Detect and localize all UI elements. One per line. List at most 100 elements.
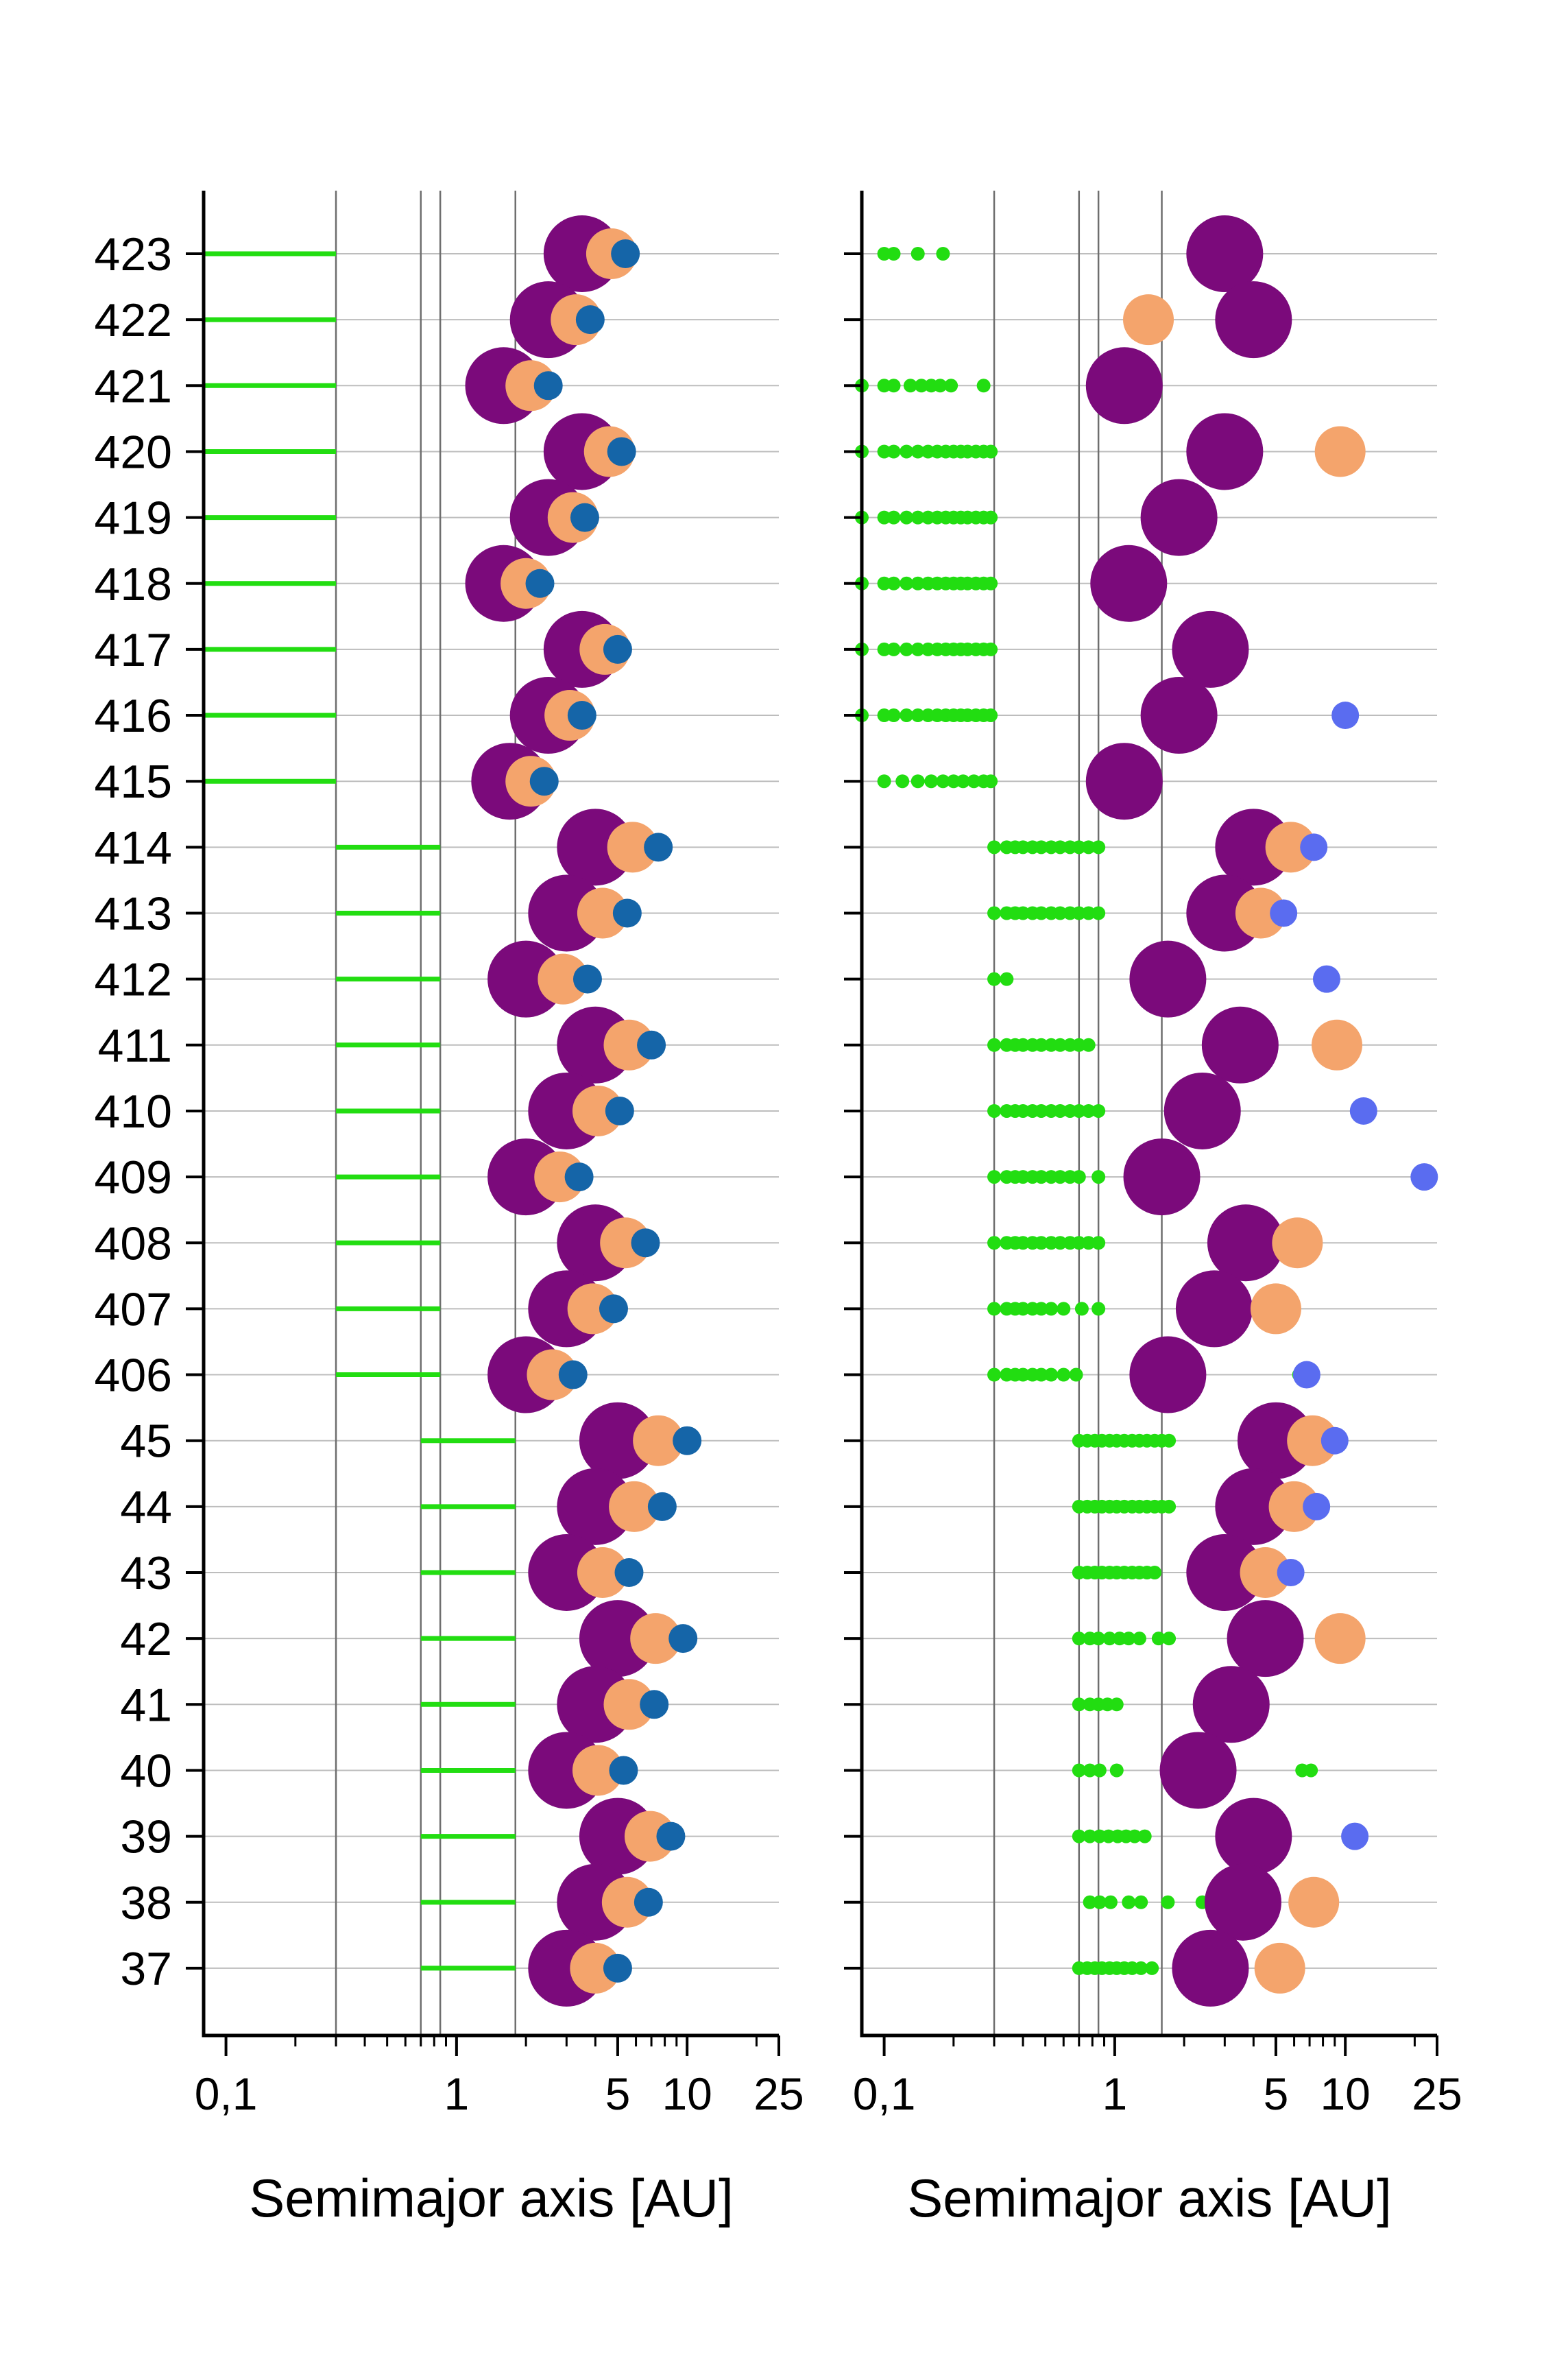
planet-blue_light-marker-row-409 (1410, 1163, 1438, 1191)
data-layer (204, 215, 1438, 2007)
planet-orange-marker-row-420 (1314, 426, 1366, 477)
x-tick-label-5-panel-2: 5 (1264, 2068, 1289, 2119)
small-planet-dot-row-407 (1034, 1302, 1048, 1316)
planet-orange-marker-row-413 (577, 887, 628, 939)
y-tick-label-45: 45 (120, 1416, 172, 1468)
small-planet-dot-row-416 (900, 708, 914, 723)
planet-purple-marker-row-410 (1163, 1072, 1241, 1149)
planet-blue-marker-row-408 (631, 1228, 660, 1258)
small-planet-dot-row-423 (886, 247, 901, 261)
y-tick-label-416: 416 (95, 690, 172, 742)
small-planet-dot-row-42 (1122, 1632, 1136, 1646)
planet-blue-marker-row-416 (567, 701, 596, 730)
planet-orange-marker-row-407 (567, 1283, 618, 1335)
small-planet-dot-row-413 (1072, 906, 1086, 920)
small-planet-dot-row-417 (910, 642, 925, 656)
small-planet-dot-row-419 (984, 510, 998, 525)
planet-purple-marker-row-413 (1186, 874, 1264, 952)
y-tick-label-39: 39 (120, 1811, 172, 1863)
small-planet-dot-row-410 (1016, 1103, 1030, 1118)
small-planet-dot-row-412 (987, 972, 1002, 986)
small-planet-dot-row-42 (1162, 1632, 1177, 1646)
small-planet-dot-row-417 (886, 642, 901, 656)
y-tick-label-409: 409 (95, 1151, 172, 1204)
small-planet-dot-row-42 (1091, 1632, 1106, 1646)
small-planet-dot-row-408 (1091, 1236, 1106, 1250)
small-planet-dot-row-409 (1034, 1170, 1048, 1184)
x-tick-label-25-panel-1: 25 (753, 2068, 804, 2119)
small-planet-dot-row-408 (1053, 1236, 1068, 1250)
y-tick-label-407: 407 (95, 1283, 172, 1335)
planet-blue-marker-row-39 (656, 1822, 686, 1851)
planet-purple-marker-row-415 (1085, 743, 1163, 820)
planet-orange-marker-row-42 (1314, 1613, 1366, 1664)
small-planet-dot-row-38 (1122, 1895, 1136, 1909)
planet-purple-marker-row-423 (1186, 215, 1264, 292)
small-planet-dot-row-420 (984, 444, 998, 459)
small-planet-dot-row-37 (1145, 1961, 1159, 1975)
planet-blue-marker-row-40 (609, 1756, 638, 1785)
small-planet-dot-row-407 (1044, 1302, 1059, 1316)
small-planet-dot-row-414 (1053, 840, 1068, 855)
planet-orange-marker-row-39 (624, 1811, 675, 1862)
small-planet-dot-row-37 (1134, 1961, 1148, 1975)
planet-orange-marker-row-43 (1240, 1547, 1291, 1598)
small-planet-dot-row-407 (987, 1302, 1002, 1316)
small-planet-dot-row-420 (910, 444, 925, 459)
planet-purple-marker-row-421 (1085, 347, 1163, 425)
planet-blue-marker-row-45 (673, 1426, 702, 1455)
small-planet-dot-row-416 (886, 708, 901, 723)
planet-blue-marker-row-418 (525, 569, 555, 598)
planet-blue-marker-row-44 (647, 1492, 677, 1521)
planet-orange-marker-row-411 (1311, 1019, 1362, 1071)
planet-orange-marker-row-408 (1272, 1217, 1323, 1269)
x-tick-label-10-panel-1: 10 (662, 2068, 712, 2119)
planet-orange-marker-row-44 (609, 1481, 660, 1532)
small-planet-dot-row-411 (1053, 1038, 1068, 1052)
y-tick-label-415: 415 (95, 756, 172, 808)
small-planet-dot-row-421 (914, 379, 928, 393)
y-tick-label-421: 421 (95, 360, 172, 412)
x-axis-label-right: Semimajor axis [AU] (907, 2168, 1392, 2228)
small-planet-dot-row-42 (1151, 1632, 1166, 1646)
planet-orange-marker-row-411 (603, 1019, 655, 1071)
small-planet-dot-row-413 (1034, 906, 1048, 920)
planet-orange-marker-row-40 (572, 1745, 623, 1796)
planet-purple-marker-row-418 (1090, 545, 1168, 622)
small-planet-dot-row-421 (933, 379, 948, 393)
planet-orange-marker-row-414 (1265, 822, 1316, 873)
y-tick-label-410: 410 (95, 1086, 172, 1138)
small-planet-dot-row-415 (967, 774, 981, 789)
planet-blue-marker-row-423 (611, 239, 640, 268)
small-planet-dot-row-413 (1053, 906, 1068, 920)
planet-blue_light-marker-row-406 (1292, 1361, 1320, 1389)
small-planet-dot-row-418 (984, 576, 998, 590)
text-layer: Semimajor axis [AU] Semimajor axis [AU] … (95, 228, 1462, 2228)
small-planet-dot-row-414 (987, 840, 1002, 855)
planet-blue-marker-row-41 (640, 1690, 669, 1719)
planet-orange-marker-row-42 (630, 1613, 682, 1664)
small-planet-dot-row-415 (910, 774, 925, 789)
small-planet-dot-row-414 (1081, 840, 1096, 855)
x-tick-label-10-panel-2: 10 (1320, 2068, 1370, 2119)
small-planet-dot-row-423 (936, 247, 950, 261)
y-tick-label-418: 418 (95, 558, 172, 610)
small-planet-dot-row-413 (987, 906, 1002, 920)
small-planet-dot-row-414 (1091, 840, 1106, 855)
planet-purple-marker-row-412 (1129, 940, 1207, 1018)
small-planet-dot-row-414 (1016, 840, 1030, 855)
y-tick-label-420: 420 (95, 426, 172, 478)
y-tick-label-43: 43 (120, 1547, 172, 1599)
planet-purple-marker-row-41 (1192, 1666, 1270, 1743)
small-planet-dot-row-415 (946, 774, 961, 789)
planet-purple-marker-row-411 (1201, 1006, 1279, 1084)
small-planet-dot-row-412 (1000, 972, 1014, 986)
small-planet-dot-row-40 (1109, 1763, 1124, 1778)
small-planet-dot-row-406 (1069, 1367, 1083, 1382)
planet-orange-marker-row-410 (572, 1085, 623, 1136)
planet-orange-marker-row-43 (577, 1547, 628, 1598)
planet-blue-marker-row-420 (607, 437, 636, 466)
small-planet-dot-row-415 (984, 774, 998, 789)
y-tick-label-40: 40 (120, 1745, 172, 1797)
